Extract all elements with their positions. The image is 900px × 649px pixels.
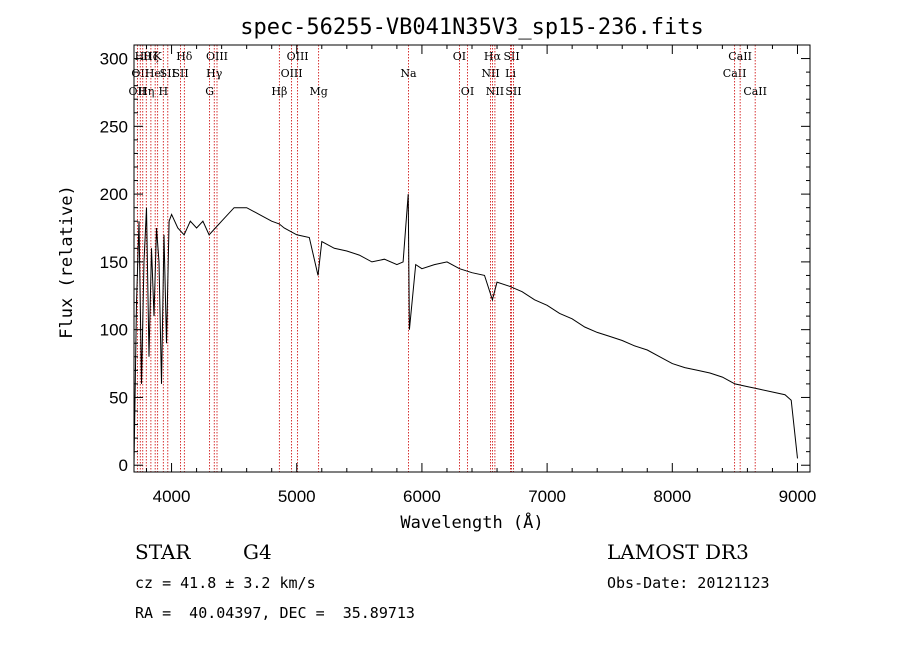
line-label-25: SII (503, 50, 519, 63)
x-tick-label-5: 9000 (779, 487, 817, 506)
y-axis-ticks: 0 50 100 150 200 250 300 (100, 50, 810, 475)
y-tick-label-3: 150 (100, 253, 128, 272)
x-axis-ticks: 4000 5000 6000 7000 8000 9000 (146, 45, 817, 506)
line-label-18: Na (400, 67, 417, 80)
line-label-9: SII (172, 67, 188, 80)
line-label-11: G (205, 85, 214, 98)
spectral-line-markers: OIIOIIHθHηHζHeIKHSIISIIHδGHγOIIIHβOIIIOI… (129, 45, 767, 472)
line-label-5: HeI (145, 67, 165, 80)
line-label-29: CaII (743, 85, 767, 98)
line-label-7: H (158, 85, 168, 98)
chart-title: spec-56255-VB041N35V3_sp15-236.fits (240, 15, 704, 40)
ra-dec-coordinates: RA = 40.04397, DEC = 35.89713 (135, 604, 415, 622)
observation-date: Obs-Date: 20121123 (607, 574, 770, 592)
line-label-3: Hη (138, 85, 154, 98)
line-label-16: OIII (287, 50, 309, 63)
object-subclass: G4 (243, 540, 272, 564)
line-label-17: Mg (309, 85, 327, 98)
line-label-8: SII (160, 67, 176, 80)
y-tick-label-6: 300 (100, 50, 128, 69)
x-tick-label-0: 4000 (153, 487, 191, 506)
y-tick-label-5: 250 (100, 117, 128, 136)
spectrum-line (133, 194, 798, 466)
line-label-6: K (154, 50, 163, 63)
y-tick-label-1: 50 (109, 388, 128, 407)
line-label-19: OI (453, 50, 466, 63)
y-tick-label-4: 200 (100, 185, 128, 204)
line-label-2: Hθ (135, 50, 152, 63)
y-axis-label: Flux (relative) (57, 185, 77, 339)
x-axis-label: Wavelength (Å) (400, 511, 543, 533)
y-tick-label-2: 100 (100, 321, 128, 340)
line-label-27: CaII (723, 67, 747, 80)
line-label-12: Hγ (206, 67, 223, 80)
line-label-13: OIII (206, 50, 228, 63)
line-label-23: NII (486, 85, 504, 98)
redshift-velocity: cz = 41.8 ± 3.2 km/s (135, 574, 316, 592)
line-label-14: Hβ (271, 85, 287, 98)
plot-frame (133, 44, 811, 473)
line-label-22: Hα (484, 50, 502, 63)
line-label-0: OII (129, 85, 147, 98)
line-label-10: Hδ (176, 50, 193, 63)
line-label-26: SII (505, 85, 521, 98)
line-label-21: NII (481, 67, 499, 80)
line-label-1: OII (131, 67, 149, 80)
x-tick-label-4: 8000 (653, 487, 691, 506)
line-label-28: CaII (728, 50, 752, 63)
line-label-15: OIII (281, 67, 303, 80)
survey-name: LAMOST DR3 (607, 540, 749, 564)
x-tick-label-3: 7000 (528, 487, 566, 506)
x-tick-label-2: 6000 (403, 487, 441, 506)
x-tick-label-1: 5000 (278, 487, 316, 506)
object-class: STAR (135, 540, 191, 564)
line-label-20: OI (461, 85, 474, 98)
y-tick-label-0: 0 (119, 456, 128, 475)
line-label-4: Hζ (143, 50, 159, 63)
line-label-24: Li (505, 67, 516, 80)
